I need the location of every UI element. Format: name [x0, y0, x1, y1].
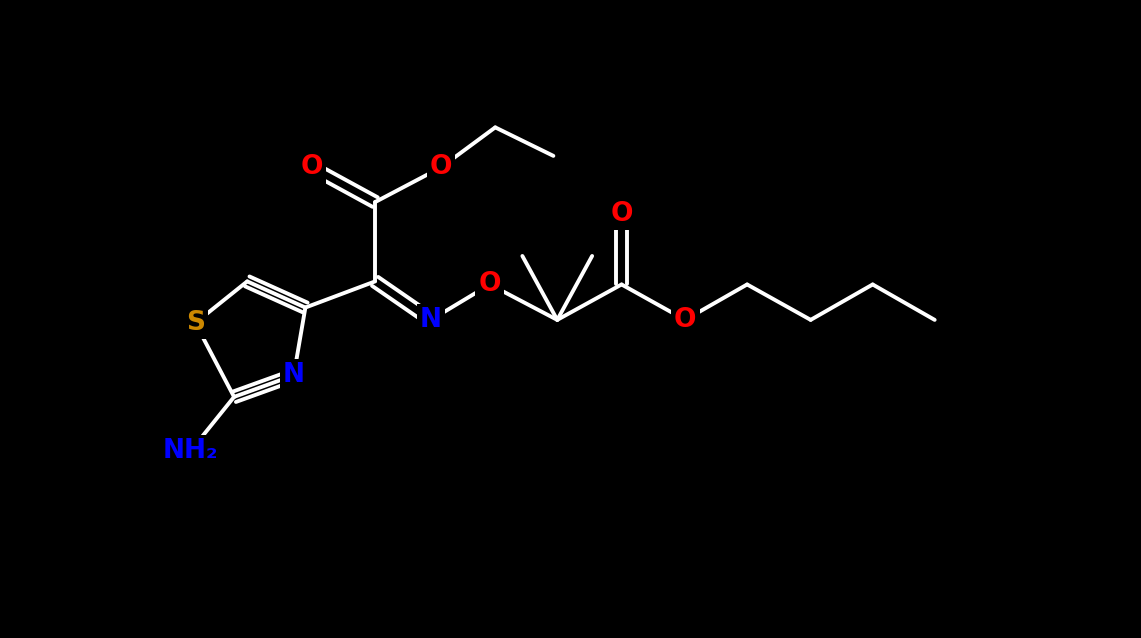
Text: N: N: [283, 362, 305, 389]
Text: N: N: [420, 307, 442, 333]
Text: O: O: [300, 154, 323, 181]
Text: NH₂: NH₂: [163, 438, 218, 464]
Text: O: O: [674, 307, 696, 333]
Text: O: O: [478, 271, 501, 297]
Text: S: S: [186, 310, 205, 336]
Text: O: O: [610, 200, 633, 226]
Text: O: O: [430, 154, 452, 181]
